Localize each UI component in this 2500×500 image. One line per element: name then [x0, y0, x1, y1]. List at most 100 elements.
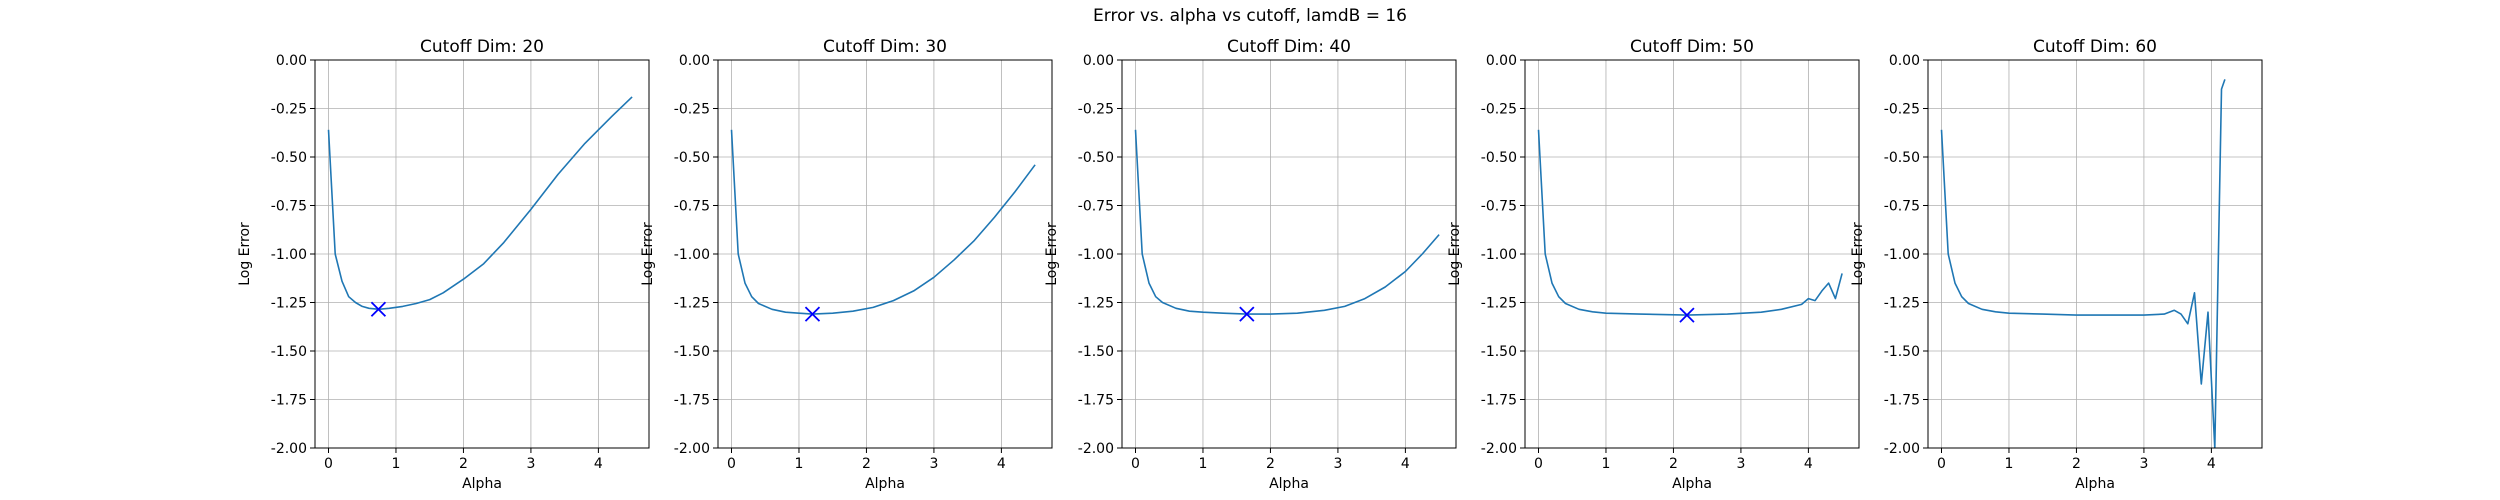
y-axis-label: Log Error	[1447, 222, 1463, 286]
y-tick-label: -1.00	[1481, 247, 1517, 263]
y-tick-label: -0.25	[1884, 102, 1920, 118]
y-tick-label: -1.00	[674, 247, 710, 263]
y-tick-label: -1.00	[1078, 247, 1114, 263]
y-tick-label: -0.25	[1078, 102, 1114, 118]
y-tick-label: -1.25	[674, 296, 710, 312]
y-tick-label: -0.50	[674, 150, 710, 166]
x-tick-label: 2	[862, 456, 871, 472]
y-tick-label: -2.00	[1481, 441, 1517, 457]
x-tick-label: 3	[929, 456, 938, 472]
y-tick-label: -0.75	[1078, 199, 1114, 215]
y-tick-label: -1.00	[1884, 247, 1920, 263]
y-tick-label: 0.00	[276, 53, 307, 69]
y-tick-label: -1.25	[1078, 296, 1114, 312]
x-tick-label: 3	[1736, 456, 1745, 472]
y-tick-label: -0.25	[1481, 102, 1517, 118]
subplot-title: Cutoff Dim: 50	[1630, 37, 1754, 57]
y-tick-label: 0.00	[1083, 53, 1114, 69]
x-tick-label: 2	[1266, 456, 1275, 472]
series-line	[1537, 129, 1843, 316]
x-tick-label: 3	[2139, 456, 2148, 472]
subplot-2: 0 1 2 3 4 -2.00 -1.75 -1.50 -1.25 -1.00 -0.75 -0.50…	[640, 37, 1053, 492]
x-tick-label: 4	[1804, 456, 1813, 472]
series-line	[327, 96, 633, 311]
y-axis-label: Log Error	[1044, 222, 1060, 286]
y-tick-label: -1.75	[1481, 393, 1517, 409]
x-tick-label: 1	[2005, 456, 2014, 472]
y-tick-label: -1.75	[271, 393, 307, 409]
subplot-1: 0 1 2 3 4 -2.00 -1.75 -1.50 -1.25 -1.00 -0.75 -0.50…	[237, 37, 650, 492]
y-tick-label: -1.75	[1078, 393, 1114, 409]
y-tick-label: -1.50	[1078, 344, 1114, 360]
y-tick-label: -1.25	[1884, 296, 1920, 312]
subplot-title: Cutoff Dim: 60	[2033, 37, 2157, 57]
x-axis-label: Alpha	[865, 476, 905, 492]
x-tick-label: 2	[2072, 456, 2081, 472]
y-tick-label: -2.00	[674, 441, 710, 457]
x-tick-label: 0	[727, 456, 736, 472]
y-tick-label: -1.25	[1481, 296, 1517, 312]
y-tick-label: -1.50	[674, 344, 710, 360]
x-tick-label: 0	[1534, 456, 1543, 472]
x-tick-label: 1	[392, 456, 401, 472]
y-tick-label: -1.50	[1481, 344, 1517, 360]
y-axis-label: Log Error	[1850, 222, 1866, 286]
subplot-title: Cutoff Dim: 40	[1227, 37, 1351, 57]
subplot-5: 0 1 2 3 4 -2.00 -1.75 -1.50 -1.25 -1.00 -0.75 -0.50…	[1850, 37, 2263, 492]
x-tick-label: 1	[1199, 456, 1208, 472]
subplot-3: 0 1 2 3 4 -2.00 -1.75 -1.50 -1.25 -1.00 -0.75 -0.50…	[1044, 37, 1457, 492]
y-tick-label: -0.50	[1078, 150, 1114, 166]
minimum-marker	[1239, 306, 1255, 322]
y-tick-label: 0.00	[679, 53, 710, 69]
y-tick-label: -1.25	[271, 296, 307, 312]
series-line	[1940, 79, 2226, 448]
series-line	[730, 129, 1036, 315]
x-tick-label: 1	[1602, 456, 1611, 472]
y-tick-label: -0.50	[271, 150, 307, 166]
x-tick-label: 2	[1669, 456, 1678, 472]
y-tick-label: -0.50	[1481, 150, 1517, 166]
y-axis-label: Log Error	[237, 222, 253, 286]
x-tick-label: 4	[2207, 456, 2216, 472]
y-tick-label: -0.75	[271, 199, 307, 215]
x-tick-label: 3	[1333, 456, 1342, 472]
y-tick-label: -1.50	[271, 344, 307, 360]
y-axis-label: Log Error	[640, 222, 656, 286]
x-tick-label: 4	[1401, 456, 1410, 472]
minimum-marker	[370, 301, 387, 317]
x-axis-label: Alpha	[462, 476, 502, 492]
y-tick-label: -2.00	[271, 441, 307, 457]
subplot-title: Cutoff Dim: 20	[420, 37, 544, 57]
minimum-marker	[804, 306, 821, 322]
y-tick-label: -2.00	[1078, 441, 1114, 457]
subplot-4: 0 1 2 3 4 -2.00 -1.75 -1.50 -1.25 -1.00 -0.75 -0.50…	[1447, 37, 1860, 492]
y-tick-label: 0.00	[1486, 53, 1517, 69]
x-tick-label: 0	[324, 456, 333, 472]
x-tick-label: 0	[1937, 456, 1946, 472]
x-tick-label: 2	[459, 456, 468, 472]
minimum-marker	[1679, 307, 1695, 323]
x-axis-label: Alpha	[1269, 476, 1309, 492]
x-tick-label: 1	[795, 456, 804, 472]
subplot-title: Cutoff Dim: 30	[823, 37, 947, 57]
x-axis-label: Alpha	[2075, 476, 2115, 492]
x-tick-label: 4	[997, 456, 1006, 472]
x-tick-label: 0	[1131, 456, 1140, 472]
y-tick-label: -0.25	[674, 102, 710, 118]
y-tick-label: -1.50	[1884, 344, 1920, 360]
x-axis-label: Alpha	[1672, 476, 1712, 492]
y-tick-label: -0.50	[1884, 150, 1920, 166]
x-tick-label: 3	[526, 456, 535, 472]
y-tick-label: 0.00	[1889, 53, 1920, 69]
y-tick-label: -2.00	[1884, 441, 1920, 457]
y-tick-label: -1.75	[674, 393, 710, 409]
x-tick-label: 4	[594, 456, 603, 472]
y-tick-label: -0.25	[271, 102, 307, 118]
y-tick-label: -1.00	[271, 247, 307, 263]
y-tick-label: -0.75	[1884, 199, 1920, 215]
series-line	[1134, 129, 1440, 315]
y-tick-label: -1.75	[1884, 393, 1920, 409]
y-tick-label: -0.75	[674, 199, 710, 215]
